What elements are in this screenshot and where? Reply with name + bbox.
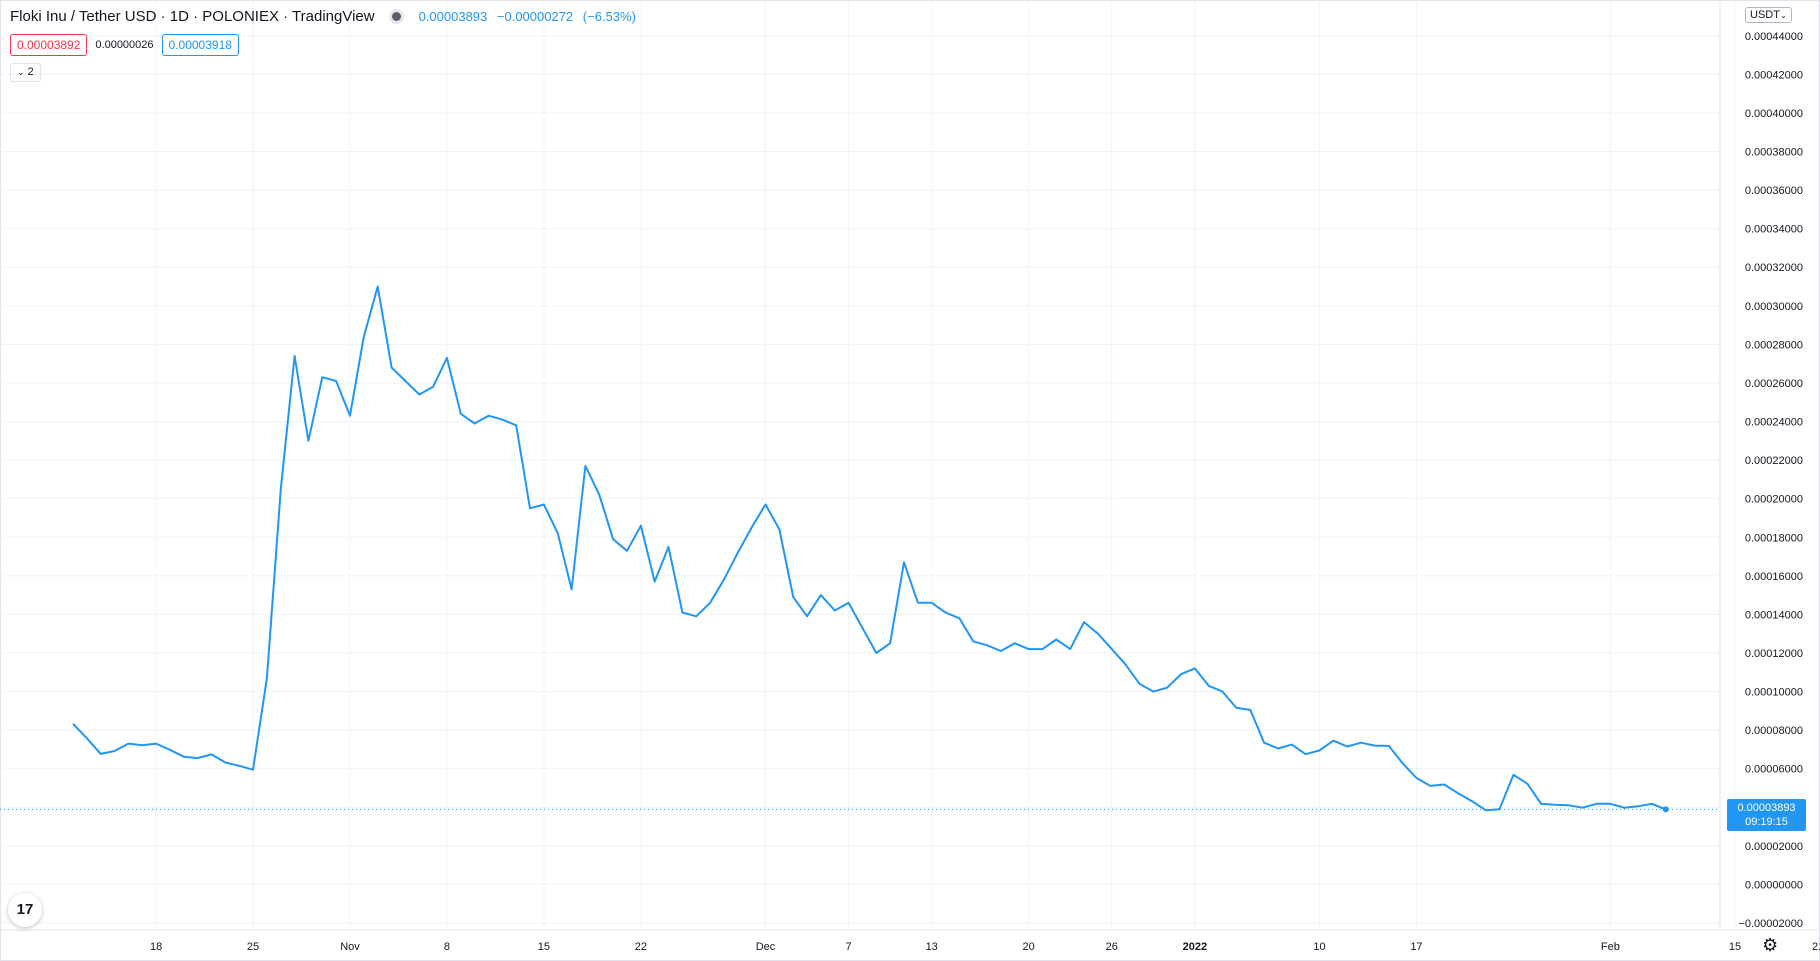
x-tick-label: 25 — [247, 941, 259, 953]
symbol-title[interactable]: Floki Inu / Tether USD · 1D · POLONIEX ·… — [10, 8, 375, 25]
currency-label: USDT — [1750, 9, 1780, 21]
x-tick-label: Nov — [340, 941, 360, 953]
grid — [0, 0, 1819, 930]
y-tick-label: 0.00006000 — [1745, 764, 1803, 776]
x-tick-label: 20 — [1023, 941, 1035, 953]
x-tick-label: Feb — [1601, 941, 1620, 953]
y-tick-label: 0.00008000 — [1745, 725, 1803, 737]
bid-ask-row: 0.00003892 0.00000026 0.00003918 — [10, 34, 239, 56]
y-tick-label: 0.00000000 — [1745, 879, 1803, 891]
chart-header: Floki Inu / Tether USD · 1D · POLONIEX ·… — [10, 8, 642, 25]
x-tick-label: 15 — [1729, 941, 1741, 953]
y-tick-label: 0.00030000 — [1745, 301, 1803, 313]
price-change: −0.00000272 — [496, 9, 574, 24]
y-tick-label: 0.00012000 — [1745, 648, 1803, 660]
series-points — [1662, 806, 1669, 813]
x-tick-label: 13 — [926, 941, 938, 953]
indicator-count: 2 — [27, 66, 34, 78]
x-tick-label: Dec — [756, 941, 776, 953]
y-tick-label: 0.00014000 — [1745, 609, 1803, 621]
price-series-line — [72, 285, 1667, 812]
y-tick-label: 0.00042000 — [1745, 69, 1803, 81]
y-tick-label: 0.00022000 — [1745, 455, 1803, 467]
x-tick-label: 2022 — [1183, 941, 1207, 953]
y-tick-label: 0.00028000 — [1745, 339, 1803, 351]
y-tick-label: 0.00026000 — [1745, 378, 1803, 390]
y-tick-label: 0.00018000 — [1745, 532, 1803, 544]
chevron-down-icon: ⌄ — [1779, 11, 1787, 20]
gear-icon[interactable]: ⚙ — [1762, 935, 1779, 955]
y-tick-label: 0.00040000 — [1745, 108, 1803, 120]
x-tick-label: 22 — [635, 941, 647, 953]
tradingview-logo-icon[interactable]: 17 — [8, 893, 42, 927]
buy-price-button[interactable]: 0.00003918 — [161, 34, 239, 56]
bar-countdown: 09:19:15 — [1745, 816, 1788, 828]
chevron-down-icon: ⌄ — [17, 67, 25, 77]
y-tick-label: 0.00016000 — [1745, 571, 1803, 583]
y-tick-label: 0.00038000 — [1745, 147, 1803, 159]
time-axis[interactable]: 18 25 Nov 8 15 22 Dec 7 13 20 26 2022 10 17 Feb 15 21 — [150, 941, 1820, 953]
y-tick-label: 0.00032000 — [1745, 262, 1803, 274]
sell-price-button[interactable]: 0.00003892 — [10, 34, 88, 56]
y-tick-label: 0.00034000 — [1745, 224, 1803, 236]
x-tick-label: 7 — [846, 941, 852, 953]
x-tick-label: 8 — [444, 941, 450, 953]
current-price-tag: 0.00003893 09:19:15 — [1727, 799, 1806, 831]
price-change-percent: (−6.53%) — [582, 9, 636, 24]
x-tick-label: 15 — [538, 941, 550, 953]
y-tick-label: 0.00044000 — [1745, 31, 1803, 43]
x-tick-label: 26 — [1106, 941, 1118, 953]
x-tick-label: 17 — [1410, 941, 1422, 953]
y-tick-label: 0.00020000 — [1745, 494, 1803, 506]
x-tick-label: 18 — [150, 941, 162, 953]
market-status-icon[interactable] — [391, 12, 401, 21]
logo-text: 17 — [16, 901, 34, 918]
header-quote: 0.00003893 −0.00000272 (−6.53%) — [419, 9, 642, 24]
y-tick-label: −0.00002000 — [1738, 918, 1803, 930]
current-price-label: 0.00003893 — [1737, 802, 1796, 814]
price-axis[interactable]: 0.00044000 0.00042000 0.00040000 0.00038000… — [1738, 31, 1803, 930]
last-data-point — [1662, 806, 1669, 813]
y-tick-label: 0.00036000 — [1745, 185, 1803, 197]
spread-value: 0.00000026 — [95, 39, 154, 51]
x-tick-label: 21 — [1812, 941, 1820, 953]
currency-select[interactable]: USDT⌄ — [1745, 7, 1792, 23]
x-tick-label: 10 — [1313, 941, 1325, 953]
y-tick-label: 0.00024000 — [1745, 417, 1803, 429]
y-tick-label: 0.00010000 — [1745, 687, 1803, 699]
y-tick-label: 0.00002000 — [1745, 841, 1803, 853]
last-price: 0.00003893 — [418, 9, 488, 24]
indicators-toggle-button[interactable]: ⌄ 2 — [10, 63, 41, 82]
